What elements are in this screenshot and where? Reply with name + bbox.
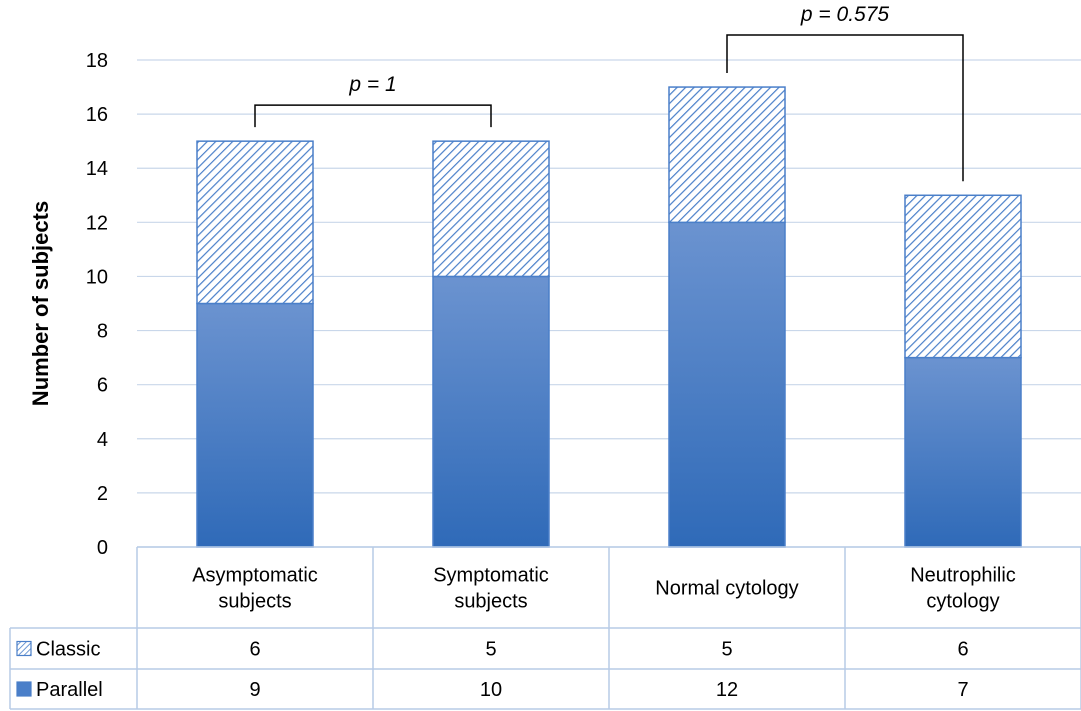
bar-parallel bbox=[668, 221, 786, 548]
y-tick-label: 8 bbox=[97, 321, 108, 343]
category-label: Asymptomatic bbox=[192, 565, 318, 587]
y-tick-label: 2 bbox=[97, 483, 108, 505]
y-axis-title: Number of subjects bbox=[28, 201, 53, 406]
data-table-value: 5 bbox=[485, 639, 496, 661]
y-tick-label: 6 bbox=[97, 375, 108, 397]
category-label: Symptomatic bbox=[433, 565, 549, 587]
bar-classic bbox=[196, 140, 314, 305]
y-tick-label: 16 bbox=[86, 104, 108, 126]
y-tick-label: 12 bbox=[86, 212, 108, 234]
legend-swatch-parallel bbox=[16, 681, 32, 697]
category-label: Neutrophilic bbox=[910, 565, 1016, 587]
data-table-value: 7 bbox=[957, 679, 968, 701]
y-tick-label: 10 bbox=[86, 266, 108, 288]
y-tick-label: 14 bbox=[86, 158, 108, 180]
p-value-label: p = 0.575 bbox=[800, 3, 889, 26]
legend-swatch-classic bbox=[16, 640, 32, 657]
data-table-value: 6 bbox=[957, 639, 968, 661]
legend-label-classic: Classic bbox=[36, 639, 100, 661]
data-table-value: 10 bbox=[480, 679, 502, 701]
y-tick-label: 0 bbox=[97, 537, 108, 559]
bar-parallel bbox=[904, 356, 1022, 548]
data-table-value: 9 bbox=[249, 679, 260, 701]
bar-classic bbox=[432, 140, 550, 278]
bar-parallel bbox=[196, 302, 314, 548]
bar-parallel bbox=[432, 275, 550, 548]
legend-label-parallel: Parallel bbox=[36, 679, 103, 701]
significance-bracket bbox=[254, 104, 492, 128]
data-table-value: 12 bbox=[716, 679, 738, 701]
data-table-value: 5 bbox=[721, 639, 732, 661]
category-label: cytology bbox=[926, 591, 999, 613]
category-label: subjects bbox=[454, 591, 527, 613]
p-value-label: p = 1 bbox=[348, 73, 396, 96]
category-label: subjects bbox=[218, 591, 291, 613]
y-tick-label: 4 bbox=[97, 429, 108, 451]
y-tick-label: 18 bbox=[86, 50, 108, 72]
category-label: Normal cytology bbox=[655, 578, 798, 600]
bar-classic bbox=[668, 86, 786, 224]
significance-bracket bbox=[726, 34, 964, 182]
bar-classic bbox=[904, 194, 1022, 359]
data-table-value: 6 bbox=[249, 639, 260, 661]
